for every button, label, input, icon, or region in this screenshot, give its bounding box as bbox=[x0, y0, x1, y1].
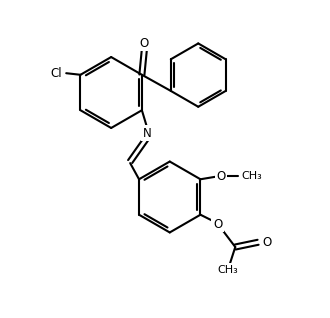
Text: O: O bbox=[213, 218, 222, 231]
Text: CH₃: CH₃ bbox=[217, 265, 238, 275]
Text: O: O bbox=[263, 236, 272, 249]
Text: Cl: Cl bbox=[51, 67, 62, 80]
Text: O: O bbox=[216, 169, 226, 183]
Text: O: O bbox=[140, 37, 149, 50]
Text: CH₃: CH₃ bbox=[242, 171, 262, 181]
Text: N: N bbox=[143, 127, 152, 140]
